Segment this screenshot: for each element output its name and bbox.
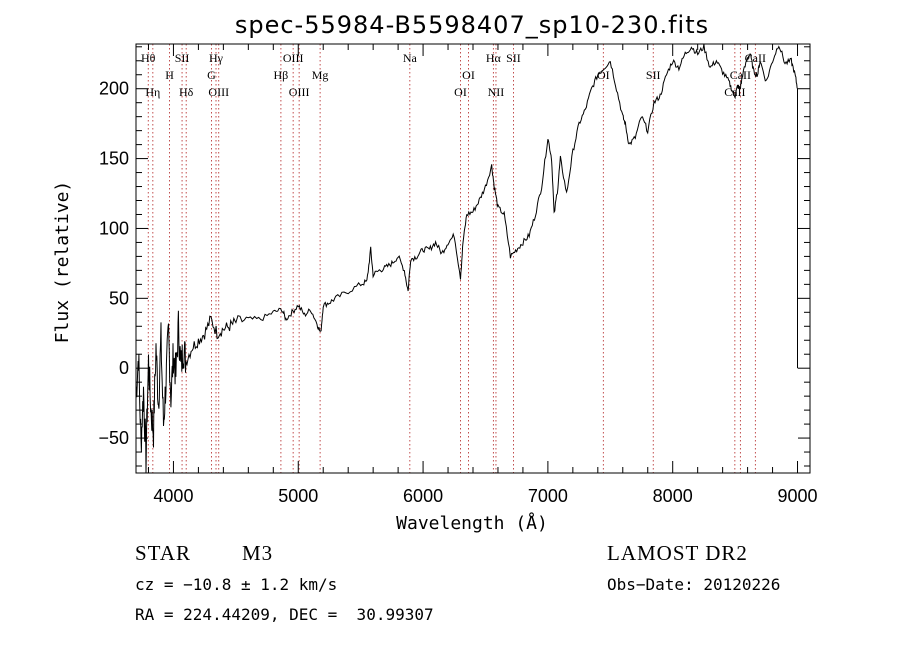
line-label: OIII xyxy=(283,51,304,65)
line-label: Hθ xyxy=(141,51,156,65)
line-label: NII xyxy=(488,85,505,99)
line-label: OI xyxy=(597,68,610,82)
x-tick-label: 9000 xyxy=(777,486,817,506)
y-tick-label: −50 xyxy=(98,428,129,448)
spectrum-series xyxy=(135,44,798,474)
y-tick-label: 100 xyxy=(99,218,129,238)
line-label: H xyxy=(165,68,174,82)
chart-title: spec-55984-B5598407_sp10-230.fits xyxy=(235,11,709,39)
line-label: Hδ xyxy=(179,85,194,99)
spectrum-line xyxy=(135,44,798,474)
x-tick-label: 8000 xyxy=(653,486,693,506)
x-axis-ticks: 4000 5000 6000 7000 8000 9000 xyxy=(147,44,818,506)
y-tick-label: 50 xyxy=(109,288,129,308)
x-tick-label: 6000 xyxy=(403,486,443,506)
x-tick-label: 7000 xyxy=(528,486,568,506)
plot-frame xyxy=(135,43,811,474)
x-axis-label: Wavelength (Å) xyxy=(396,512,548,534)
line-label: SII xyxy=(646,68,661,82)
line-label: OI xyxy=(462,68,475,82)
line-label: Na xyxy=(403,51,418,65)
line-label: SII xyxy=(175,51,190,65)
line-label: Mg xyxy=(312,68,329,82)
line-label: Hα xyxy=(486,51,502,65)
line-label: OIII xyxy=(289,85,310,99)
line-label: SII xyxy=(506,51,521,65)
line-label: G xyxy=(207,68,216,82)
y-tick-label: 0 xyxy=(119,358,129,378)
object-subclass: M3 xyxy=(242,541,274,565)
x-tick-label: 4000 xyxy=(153,486,193,506)
y-axis-label: Flux (relative) xyxy=(52,181,73,344)
emission-line-markers xyxy=(147,44,756,473)
survey-name: LAMOST DR2 xyxy=(607,541,748,565)
observation-date: Obs−Date: 20120226 xyxy=(607,575,781,594)
coordinates: RA = 224.44209, DEC = 30.99307 xyxy=(135,605,434,624)
line-label: CaII xyxy=(730,68,751,82)
line-label: Hγ xyxy=(209,51,224,65)
line-label: Hη xyxy=(145,85,160,99)
line-label: OIII xyxy=(208,85,229,99)
y-axis-ticks: −50 0 50 100 150 200 xyxy=(98,46,810,467)
line-label: OI xyxy=(454,85,467,99)
redshift-value: cz = −10.8 ± 1.2 km/s xyxy=(135,575,338,594)
y-tick-label: 200 xyxy=(99,79,129,99)
line-label: Hβ xyxy=(274,68,289,82)
y-tick-label: 150 xyxy=(99,149,129,169)
x-tick-label: 5000 xyxy=(278,486,318,506)
object-class: STAR xyxy=(135,541,191,565)
